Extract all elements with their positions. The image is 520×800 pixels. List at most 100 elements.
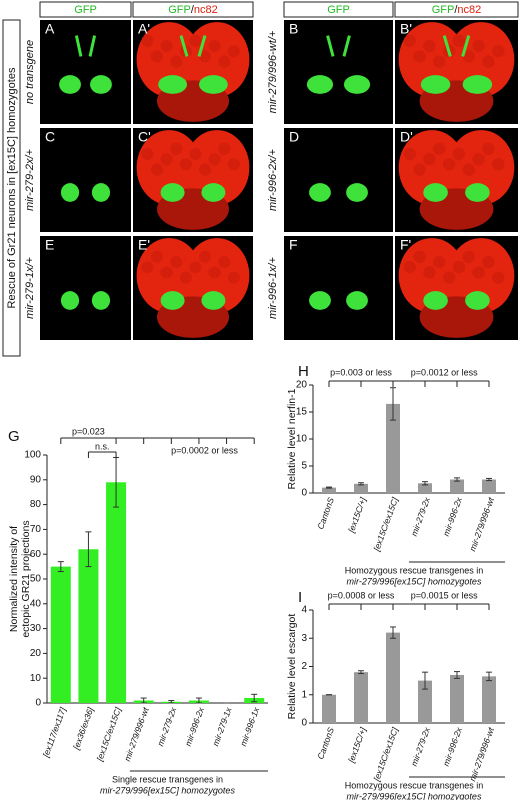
texture (189, 34, 202, 47)
x-tick-label: mir-279-2x (409, 725, 432, 767)
texture (199, 250, 211, 263)
y-tick-label: 30 (30, 623, 42, 634)
x-tick-label: mir-279/996-wt (467, 725, 496, 782)
x-tick-label: mir-996-1x (238, 705, 261, 747)
texture (472, 153, 485, 166)
gr21-signal (346, 291, 368, 310)
row-label: mir-996-2x/+ (267, 149, 279, 211)
group-label: Homozygous rescue transgenes in (345, 565, 484, 575)
header-part: nc82 (194, 4, 218, 16)
x-tick-label: [ex15C/+] (346, 495, 368, 534)
y-tick-label: 2 (301, 661, 307, 672)
gr21-signal (158, 75, 188, 94)
x-tick-label: [ex15C/ex15C] (371, 725, 400, 783)
significance: n.s. (95, 441, 110, 451)
gr21-signal (59, 75, 81, 94)
micrograph (40, 20, 131, 124)
texture (413, 50, 426, 63)
x-tick-label: CantonS (315, 496, 336, 531)
bar (322, 694, 336, 723)
bar (418, 680, 432, 723)
micrograph (40, 128, 131, 232)
y-tick-label: 90 (30, 474, 42, 485)
texture (492, 45, 505, 58)
gr21-signal (309, 291, 331, 310)
x-tick-label: mir-279-2x (409, 495, 432, 537)
panel-letter: H (298, 363, 309, 380)
header-part: nc82 (457, 4, 481, 16)
texture (141, 34, 154, 47)
y-tick-label: 10 (296, 434, 308, 445)
bar (50, 566, 71, 703)
x-tick-label: [ex15C/+] (346, 725, 368, 764)
row-label: mir-996-1x/+ (267, 257, 279, 319)
texture (403, 147, 416, 161)
x-tick-label: mir-996-2x (441, 725, 464, 767)
gr21-signal (91, 291, 111, 310)
texture (442, 158, 456, 171)
gr21-signal (60, 291, 80, 310)
y-tick-label: 80 (30, 499, 42, 510)
gr21-signal (465, 291, 490, 310)
x-tick-label: mir-279/996-wt (122, 705, 151, 762)
significance: p=0.023 (72, 426, 105, 436)
bar (386, 403, 400, 493)
gr21-signal (465, 183, 490, 202)
texture (160, 266, 173, 279)
texture (151, 50, 163, 63)
significance: p=0.0002 or less (171, 445, 238, 455)
texture (208, 40, 221, 52)
texture (199, 163, 211, 176)
texture (492, 158, 505, 171)
texture (208, 266, 221, 279)
gr21-signal (343, 75, 371, 94)
texture (199, 50, 211, 63)
texture (472, 39, 485, 53)
y-tick-label: 0 (301, 488, 307, 499)
neuropil (184, 130, 250, 205)
texture (403, 34, 416, 47)
texture (179, 158, 192, 171)
panel-letter: D' (400, 129, 413, 145)
header-box (39, 1, 132, 18)
header-merge: GFP/nc82 (432, 4, 482, 16)
gr21-signal (442, 35, 471, 57)
gr21-signal (201, 183, 226, 202)
texture (462, 250, 475, 263)
y-axis-label: Normalized intensity of (8, 526, 20, 632)
y-tick-label: 10 (30, 673, 42, 684)
bar (354, 672, 368, 723)
gr21-signal (346, 183, 368, 202)
x-tick-label: [ex36/ex36] (71, 705, 96, 751)
texture (442, 271, 456, 284)
texture (403, 261, 416, 274)
bar (482, 676, 496, 723)
significance: p=0.0012 or less (411, 367, 478, 377)
bar (482, 479, 496, 493)
gr21-signal (201, 291, 226, 310)
neuropil (398, 130, 466, 205)
bar (322, 487, 336, 493)
y-tick-label: 70 (30, 524, 42, 535)
panel-letter: I (298, 589, 302, 606)
bar (418, 483, 432, 493)
texture (433, 142, 446, 155)
y-tick-label: 40 (30, 598, 42, 609)
gr21-signal (60, 183, 80, 202)
y-tick-label: 1 (301, 689, 307, 700)
texture (218, 142, 231, 155)
y-tick-label: 4 (301, 605, 307, 616)
significance: p=0.0015 or less (411, 590, 478, 600)
significance: p=0.0008 or less (328, 590, 395, 600)
texture (170, 55, 183, 68)
gr21-signal (462, 75, 493, 94)
row-label: mir-279-2x/+ (24, 149, 36, 211)
gr21-signal (326, 35, 351, 57)
texture (160, 40, 173, 52)
texture (179, 271, 192, 284)
texture (218, 256, 231, 268)
group-label: mir-279/996[ex15C] homozygotes (347, 576, 482, 586)
micrograph (284, 20, 393, 124)
x-tick-label: CantonS (315, 726, 336, 761)
texture (170, 142, 183, 155)
